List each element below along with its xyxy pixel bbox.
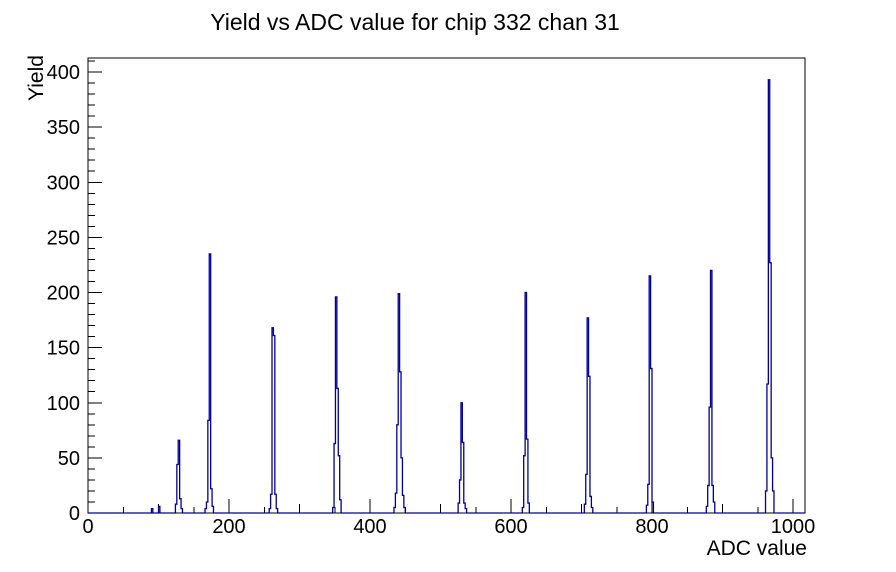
y-tick-label: 300 bbox=[47, 172, 80, 194]
x-tick-label: 800 bbox=[635, 516, 668, 538]
x-tick-label: 400 bbox=[353, 516, 386, 538]
y-tick-label: 50 bbox=[58, 448, 80, 470]
y-tick-label: 150 bbox=[47, 338, 80, 360]
y-axis-ticks bbox=[88, 60, 102, 514]
y-tick-label: 200 bbox=[47, 283, 80, 305]
plot-frame bbox=[87, 57, 806, 514]
histogram-line bbox=[88, 79, 805, 514]
x-tick-label: 0 bbox=[82, 516, 93, 538]
y-tick-labels: 0 50 100 150 200 250 300 350 400 bbox=[47, 62, 80, 525]
x-tick-labels: 0 200 400 600 800 1000 bbox=[82, 516, 815, 538]
y-tick-label: 400 bbox=[47, 62, 80, 84]
x-tick-label: 200 bbox=[212, 516, 245, 538]
x-axis-ticks bbox=[87, 499, 794, 513]
y-tick-label: 0 bbox=[69, 503, 80, 525]
y-tick-label: 100 bbox=[47, 393, 80, 415]
y-tick-label: 250 bbox=[47, 227, 80, 249]
x-axis-title: ADC value bbox=[706, 537, 807, 560]
x-tick-label: 1000 bbox=[771, 516, 816, 538]
x-tick-label: 600 bbox=[494, 516, 527, 538]
y-tick-label: 350 bbox=[47, 117, 80, 139]
chart-title: Yield vs ADC value for chip 332 chan 31 bbox=[210, 9, 620, 35]
